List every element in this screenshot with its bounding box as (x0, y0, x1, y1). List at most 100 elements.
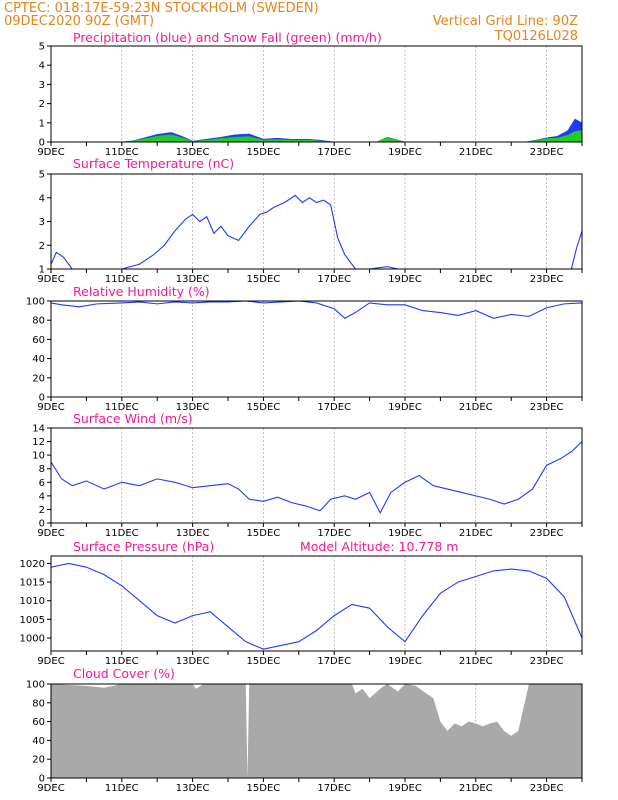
y-tick-label: 0 (39, 393, 45, 404)
x-tick-label: 15DEC (247, 528, 281, 539)
y-tick-label: 1015 (20, 578, 45, 589)
x-tick-label: 9DEC (37, 274, 64, 285)
panel-frame (50, 173, 583, 270)
y-tick-label: 3 (39, 80, 45, 91)
x-tick-label: 13DEC (176, 783, 210, 794)
x-tick-label: 11DEC (105, 528, 139, 539)
x-tick-label: 23DEC (530, 274, 564, 285)
x-tick-label: 23DEC (530, 147, 564, 158)
y-tick-label: 100 (26, 297, 45, 308)
x-tick-label: 9DEC (37, 656, 64, 667)
panel-title: Cloud Cover (%) (73, 666, 175, 681)
x-tick-label: 21DEC (459, 274, 493, 285)
x-tick-label: 23DEC (530, 783, 564, 794)
x-tick-label: 17DEC (317, 147, 351, 158)
panel-frame (50, 427, 583, 524)
x-tick-label: 19DEC (388, 402, 422, 413)
y-tick-label: 14 (32, 424, 45, 435)
panel-title: Precipitation (blue) and Snow Fall (gree… (73, 30, 382, 45)
y-tick-label: 2 (39, 241, 45, 252)
panel-title: Surface Wind (m/s) (73, 411, 193, 426)
x-tick-label: 15DEC (247, 656, 281, 667)
x-tick-label: 23DEC (530, 528, 564, 539)
y-tick-label: 40 (32, 354, 45, 365)
x-tick-label: 11DEC (105, 783, 139, 794)
header-model-id: TQ0126L028 (494, 29, 578, 44)
x-tick-label: 17DEC (317, 528, 351, 539)
y-tick-label: 2 (39, 505, 45, 516)
y-tick-label: 4 (39, 491, 45, 502)
x-tick-label: 13DEC (176, 656, 210, 667)
header-grid-line: Vertical Grid Line: 90Z (433, 14, 578, 29)
y-tick-label: 8 (39, 464, 45, 475)
series-area-1 (51, 130, 582, 142)
y-tick-label: 0 (39, 138, 45, 149)
y-tick-label: 2 (39, 99, 45, 110)
x-tick-label: 9DEC (37, 528, 64, 539)
x-tick-label: 21DEC (459, 656, 493, 667)
x-tick-label: 21DEC (459, 783, 493, 794)
series-line-0 (51, 441, 582, 515)
panel-frame (50, 300, 583, 398)
y-tick-label: 0 (39, 519, 45, 530)
panel-3: Surface Wind (m/s) 0 2 4 6 8 10 12 14 9DEC 11DEC 13… (32, 411, 583, 539)
y-tick-label: 80 (32, 698, 45, 709)
x-tick-label: 23DEC (530, 402, 564, 413)
x-tick-label: 15DEC (247, 147, 281, 158)
series-area-0 (51, 118, 582, 142)
y-tick-label: 100 (26, 680, 45, 691)
y-tick-label: 1 (39, 265, 45, 276)
y-tick-label: 3 (39, 217, 45, 228)
y-tick-label: 20 (32, 755, 45, 766)
y-tick-label: 5 (39, 170, 45, 181)
x-tick-label: 17DEC (317, 783, 351, 794)
panel-frame (50, 555, 583, 652)
panel-annotation: Model Altitude: 10.778 m (300, 539, 458, 554)
x-tick-label: 13DEC (176, 147, 210, 158)
panel-4: Surface Pressure (hPa) Model Altitude: 10… (20, 539, 583, 667)
y-tick-label: 20 (32, 373, 45, 384)
x-tick-label: 13DEC (176, 528, 210, 539)
y-tick-label: 4 (39, 61, 45, 72)
x-tick-label: 19DEC (388, 528, 422, 539)
x-tick-label: 17DEC (317, 402, 351, 413)
series-line-0 (51, 562, 582, 650)
x-tick-label: 21DEC (459, 402, 493, 413)
panel-title: Relative Humidity (%) (73, 284, 210, 299)
x-tick-label: 19DEC (388, 274, 422, 285)
y-tick-label: 60 (32, 335, 45, 346)
x-tick-label: 11DEC (105, 274, 139, 285)
x-tick-label: 15DEC (247, 783, 281, 794)
x-tick-label: 9DEC (37, 147, 64, 158)
panel-5: Cloud Cover (%) 0 20 40 60 80 100 9DEC 11DEC 13DE… (26, 666, 583, 794)
y-tick-label: 60 (32, 717, 45, 728)
panel-title: Surface Temperature (nC) (73, 156, 234, 171)
y-tick-label: 5 (39, 42, 45, 53)
x-tick-label: 21DEC (459, 528, 493, 539)
x-tick-label: 11DEC (105, 656, 139, 667)
header-run-time: 09DEC2020 90Z (GMT) (4, 14, 154, 29)
panel-0: Precipitation (blue) and Snow Fall (gree… (37, 30, 583, 158)
y-tick-label: 0 (39, 774, 45, 785)
x-tick-label: 15DEC (247, 402, 281, 413)
panel-2: Relative Humidity (%) 0 20 40 60 80 100 9DEC 11D… (26, 284, 583, 413)
series-line-0 (51, 194, 582, 269)
x-tick-label: 11DEC (105, 147, 139, 158)
x-tick-label: 23DEC (530, 656, 564, 667)
x-tick-label: 11DEC (105, 402, 139, 413)
panel-1: Surface Temperature (nC) 1 2 3 4 5 9DEC 11DEC 13… (37, 156, 583, 285)
y-tick-label: 40 (32, 736, 45, 747)
x-tick-label: 17DEC (317, 274, 351, 285)
header-location: CPTEC: 018:17E-59:23N STOCKHOLM (SWEDEN) (4, 1, 319, 16)
x-tick-label: 13DEC (176, 274, 210, 285)
panel-frame (50, 683, 583, 779)
y-tick-label: 12 (32, 437, 45, 448)
y-tick-label: 1010 (20, 596, 45, 607)
series-area-0 (51, 684, 582, 778)
x-tick-label: 15DEC (247, 274, 281, 285)
x-tick-label: 17DEC (317, 656, 351, 667)
x-tick-label: 19DEC (388, 783, 422, 794)
y-tick-label: 6 (39, 478, 45, 489)
y-tick-label: 10 (32, 451, 45, 462)
